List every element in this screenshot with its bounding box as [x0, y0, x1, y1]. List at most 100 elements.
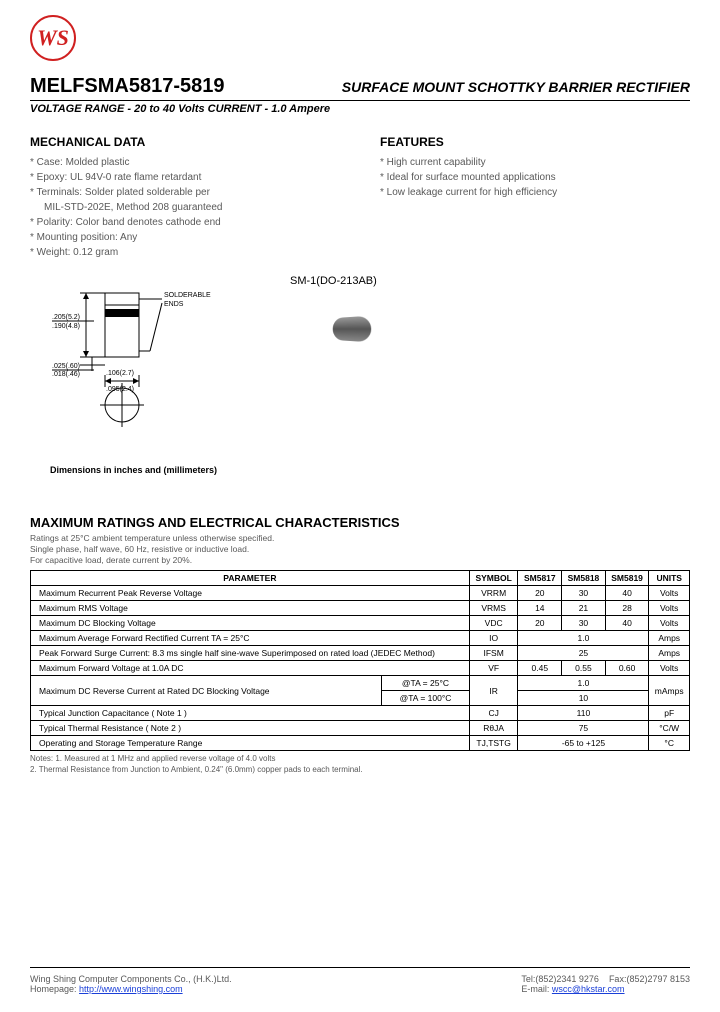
cell-value: 30	[562, 586, 606, 601]
col-parameter: PARAMETER	[31, 571, 470, 586]
feature-item: Ideal for surface mounted applications	[380, 170, 690, 185]
company-logo: WS	[30, 15, 80, 65]
cell-symbol: CJ	[469, 706, 518, 721]
mechanical-data: MECHANICAL DATA Case: Molded plastic Epo…	[30, 135, 340, 260]
table-row: Maximum DC Blocking VoltageVDC203040Volt…	[31, 616, 690, 631]
cell-unit: Volts	[649, 601, 690, 616]
email-label: E-mail:	[521, 984, 549, 994]
col-symbol: SYMBOL	[469, 571, 518, 586]
table-row: Maximum DC Reverse Current at Rated DC B…	[31, 676, 690, 691]
features-list: High current capability Ideal for surfac…	[380, 155, 690, 200]
cell-value: 14	[518, 601, 562, 616]
ratings-note-line: For capacitive load, derate current by 2…	[30, 555, 690, 566]
cell-value: 75	[518, 721, 649, 736]
cell-value: 1.0	[518, 676, 649, 691]
cell-param: Typical Junction Capacitance ( Note 1 )	[31, 706, 470, 721]
company-name: Wing Shing Computer Components Co., (H.K…	[30, 974, 232, 984]
cell-unit: Amps	[649, 631, 690, 646]
footer-left: Wing Shing Computer Components Co., (H.K…	[30, 974, 232, 994]
mechanical-drawing: .205(5.2) .190(4.8) SOLDERABLE ENDS .025…	[50, 275, 230, 455]
cell-value: 1.0	[518, 631, 649, 646]
cell-param: Peak Forward Surge Current: 8.3 ms singl…	[31, 646, 470, 661]
mechanical-heading: MECHANICAL DATA	[30, 135, 340, 149]
cell-value: 20	[518, 616, 562, 631]
mech-item: Epoxy: UL 94V-0 rate flame retardant	[30, 170, 340, 185]
col-sm5819: SM5819	[605, 571, 649, 586]
subtitle: VOLTAGE RANGE - 20 to 40 Volts CURRENT -…	[30, 103, 690, 115]
cell-symbol: IR	[469, 676, 518, 706]
cell-value: 25	[518, 646, 649, 661]
cell-value: 40	[605, 586, 649, 601]
feature-item: High current capability	[380, 155, 690, 170]
ratings-note-line: Single phase, half wave, 60 Hz, resistiv…	[30, 544, 690, 555]
cell-sub: @TA = 100°C	[382, 691, 470, 706]
package-image	[333, 316, 371, 343]
title-row: MELFSMA5817-5819 SURFACE MOUNT SCHOTTKY …	[30, 75, 690, 101]
cell-symbol: VRRM	[469, 586, 518, 601]
cell-unit: pF	[649, 706, 690, 721]
table-header-row: PARAMETER SYMBOL SM5817 SM5818 SM5819 UN…	[31, 571, 690, 586]
table-row: Maximum Recurrent Peak Reverse VoltageVR…	[31, 586, 690, 601]
features: FEATURES High current capability Ideal f…	[380, 135, 690, 260]
homepage-label: Homepage:	[30, 984, 77, 994]
cell-value: 21	[562, 601, 606, 616]
cell-symbol: IFSM	[469, 646, 518, 661]
cell-param: Maximum Recurrent Peak Reverse Voltage	[31, 586, 470, 601]
cell-unit: Amps	[649, 646, 690, 661]
cell-param: Maximum Average Forward Rectified Curren…	[31, 631, 470, 646]
dim-w-max: .205(5.2)	[52, 314, 80, 321]
package-info: SM-1(DO-213AB)	[290, 275, 377, 341]
table-row: Maximum Average Forward Rectified Curren…	[31, 631, 690, 646]
dim-dia-max: .106(2.7)	[106, 370, 134, 377]
table-footnotes: Notes: 1. Measured at 1 MHz and applied …	[30, 754, 690, 775]
email-link[interactable]: wscc@hkstar.com	[552, 984, 625, 994]
features-heading: FEATURES	[380, 135, 690, 149]
cell-unit: Volts	[649, 661, 690, 676]
footer-right: Tel:(852)2341 9276 Fax:(852)2797 8153 E-…	[521, 974, 690, 994]
col-sm5817: SM5817	[518, 571, 562, 586]
cell-value: 28	[605, 601, 649, 616]
solderable-label-1: SOLDERABLE	[164, 292, 211, 299]
cell-value: 0.60	[605, 661, 649, 676]
cell-symbol: VDC	[469, 616, 518, 631]
table-row: Maximum RMS VoltageVRMS142128Volts	[31, 601, 690, 616]
table-row: Typical Junction Capacitance ( Note 1 )C…	[31, 706, 690, 721]
table-row: Maximum Forward Voltage at 1.0A DCVF0.45…	[31, 661, 690, 676]
ratings-note-line: Ratings at 25°C ambient temperature unle…	[30, 533, 690, 544]
package-label: SM-1(DO-213AB)	[290, 275, 377, 287]
col-sm5818: SM5818	[562, 571, 606, 586]
col-units: UNITS	[649, 571, 690, 586]
cell-param: Operating and Storage Temperature Range	[31, 736, 470, 751]
cell-unit: Volts	[649, 616, 690, 631]
product-title: SURFACE MOUNT SCHOTTKY BARRIER RECTIFIER	[255, 79, 690, 95]
fax: Fax:(852)2797 8153	[609, 974, 690, 984]
dimensions-note: Dimensions in inches and (millimeters)	[50, 465, 690, 475]
cell-param: Maximum Forward Voltage at 1.0A DC	[31, 661, 470, 676]
mechanical-list: Case: Molded plastic Epoxy: UL 94V-0 rat…	[30, 155, 340, 260]
cell-unit: mAmps	[649, 676, 690, 706]
dim-dia-min: .095(2.4)	[106, 386, 134, 393]
cell-symbol: VRMS	[469, 601, 518, 616]
cell-symbol: TJ,TSTG	[469, 736, 518, 751]
cell-param: Typical Thermal Resistance ( Note 2 )	[31, 721, 470, 736]
logo-text: WS	[37, 25, 69, 51]
cell-param: Maximum DC Reverse Current at Rated DC B…	[31, 676, 382, 706]
table-row: Operating and Storage Temperature RangeT…	[31, 736, 690, 751]
diagram-area: .205(5.2) .190(4.8) SOLDERABLE ENDS .025…	[50, 275, 690, 455]
mech-item: Case: Molded plastic	[30, 155, 340, 170]
cell-symbol: VF	[469, 661, 518, 676]
cell-value: 10	[518, 691, 649, 706]
dim-w-min: .190(4.8)	[52, 323, 80, 330]
footnote: 2. Thermal Resistance from Junction to A…	[30, 765, 690, 775]
dim-band-max: .025(.60)	[52, 363, 80, 370]
mech-item: Terminals: Solder plated solderable per	[30, 185, 340, 200]
cell-param: Maximum RMS Voltage	[31, 601, 470, 616]
tel: Tel:(852)2341 9276	[521, 974, 599, 984]
cell-value: 20	[518, 586, 562, 601]
cell-value: 30	[562, 616, 606, 631]
cell-param: Maximum DC Blocking Voltage	[31, 616, 470, 631]
homepage-link[interactable]: http://www.wingshing.com	[79, 984, 183, 994]
cell-value: 0.45	[518, 661, 562, 676]
table-row: Typical Thermal Resistance ( Note 2 )RθJ…	[31, 721, 690, 736]
cell-value: 0.55	[562, 661, 606, 676]
